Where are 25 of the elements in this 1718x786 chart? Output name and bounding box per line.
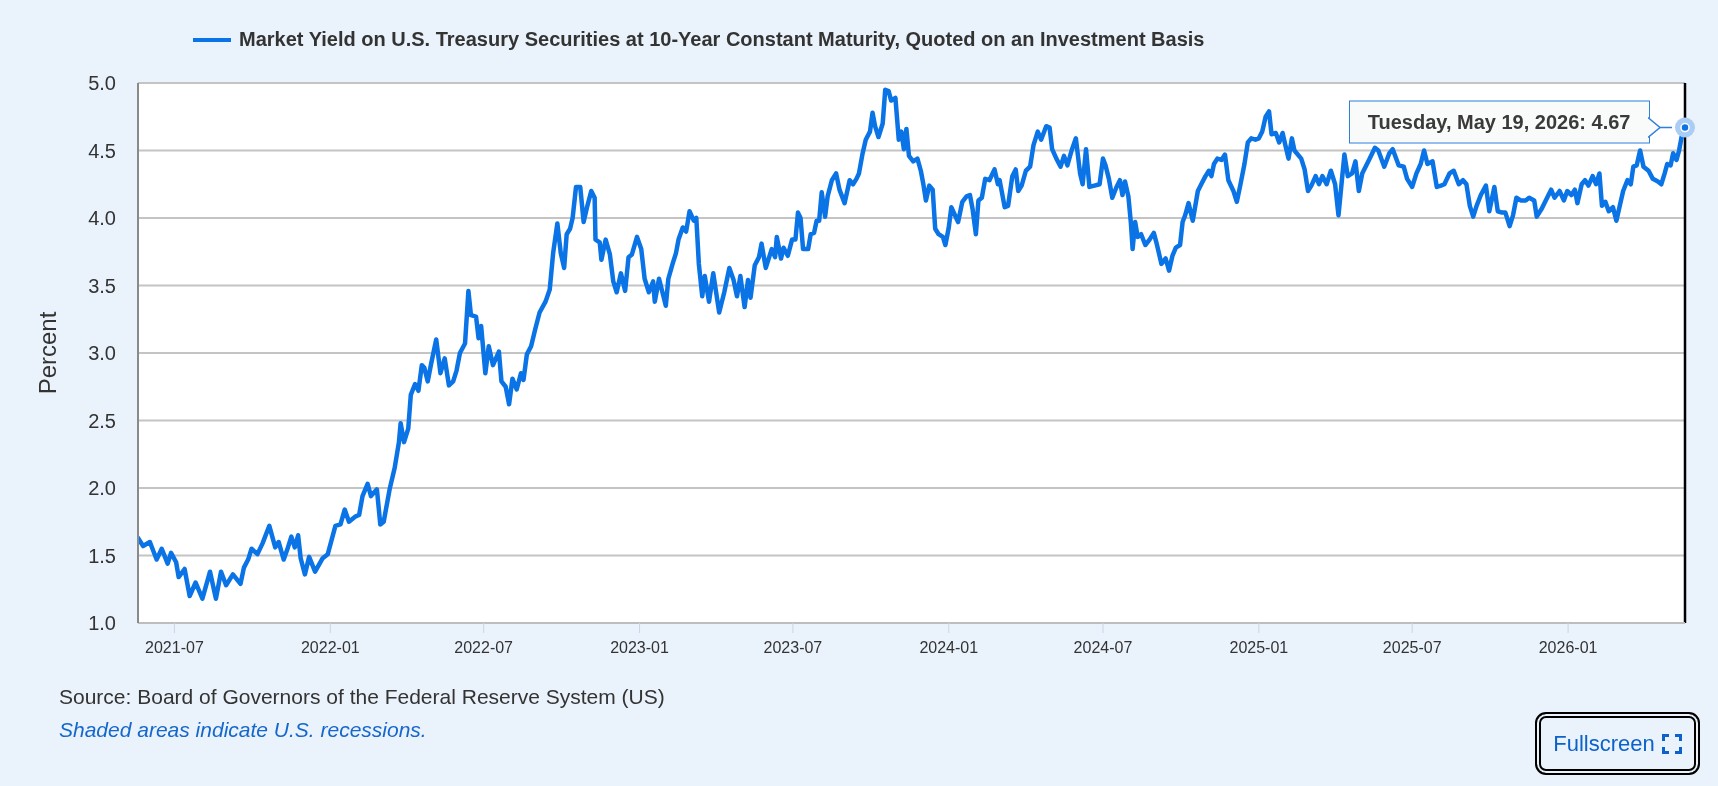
x-tick-label: 2026-01: [1538, 639, 1598, 657]
y-tick-label: 1.0: [88, 612, 116, 635]
legend-label: Market Yield on U.S. Treasury Securities at 10-Year Constant Maturity, Quoted on an Investment Basis: [239, 28, 1205, 51]
y-tick-label: 3.0: [88, 342, 116, 365]
text: Shaded areas indicate U.S. recessions.: [59, 718, 427, 741]
y-tick-label: 4.0: [88, 207, 116, 230]
x-tick-label: 2021-07: [145, 639, 204, 657]
x-tick-label: 2025-01: [1229, 639, 1289, 657]
y-tick-label: 3.5: [88, 274, 116, 297]
annotation: Tuesday, May 19, 2026: 4.67: [1367, 110, 1631, 133]
y-tick-label: 4.5: [88, 139, 116, 162]
x-tick-label: 2022-01: [300, 639, 360, 657]
y-tick-label: 2.0: [88, 477, 116, 500]
fullscreen-button[interactable]: Fullscreen: [1535, 712, 1700, 775]
x-tick-label: 2023-07: [763, 639, 823, 657]
x-tick-label: 2022-07: [454, 639, 514, 657]
x-tick-label: 2023-01: [610, 639, 670, 657]
y-tick-label: 2.5: [88, 409, 116, 432]
x-tick-label: 2024-07: [1073, 639, 1133, 657]
y-tick-label: 5.0: [88, 72, 116, 95]
y-tick-label: 1.5: [88, 544, 116, 567]
x-tick-label: 2024-01: [919, 639, 979, 657]
x-tick-label: 2025-07: [1382, 639, 1442, 657]
source-note: Source: Board of Governors of the Federal Reserve System (US): [59, 685, 665, 708]
y-axis-title: Percent: [34, 311, 61, 395]
